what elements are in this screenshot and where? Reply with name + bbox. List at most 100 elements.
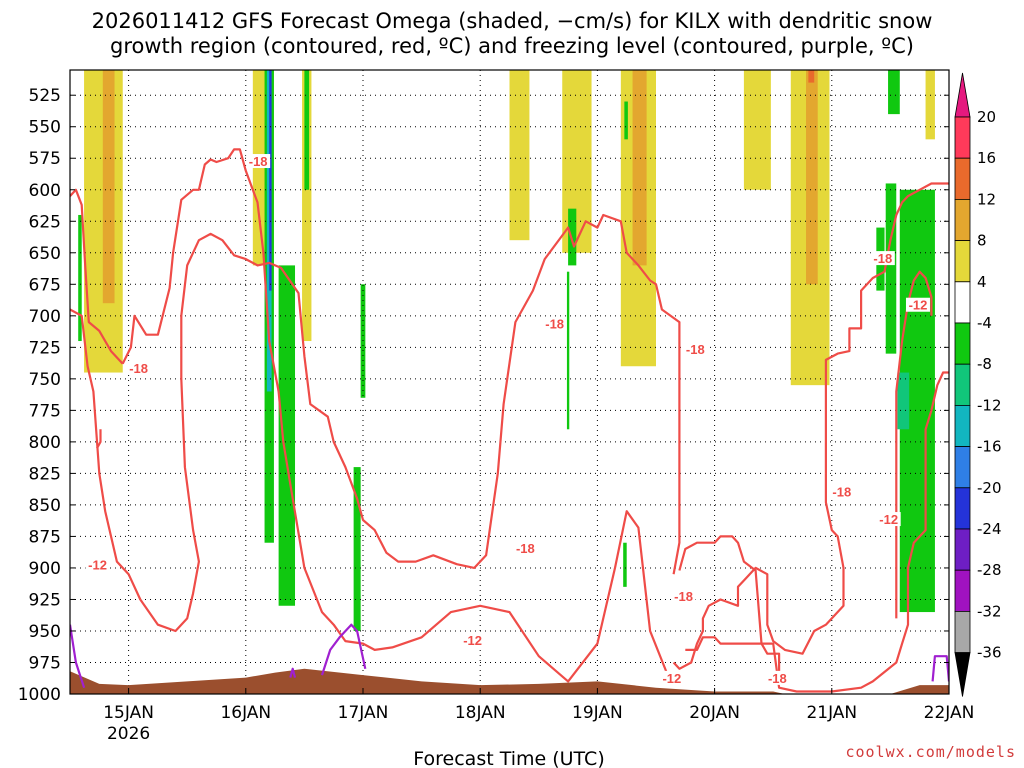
omega-shade-region [808, 70, 815, 83]
y-tick-label: 550 [29, 118, 61, 138]
y-tick-label: 1000 [18, 685, 61, 705]
dgz-contour-line [678, 535, 781, 676]
omega-shade-region [102, 70, 115, 304]
contour-label: -18 [768, 671, 787, 686]
contour-label-bg [513, 541, 538, 556]
x-year-label: 2026 [107, 724, 150, 744]
contour-lines [70, 148, 949, 693]
contour-label: -12 [662, 671, 681, 686]
omega-shade-region [562, 70, 592, 253]
terrain-area [70, 668, 949, 694]
chart-title: 2026011412 GFS Forecast Omega (shaded, −… [92, 9, 933, 58]
colorbar-segment [954, 404, 971, 447]
freezing-level-contour [289, 667, 297, 678]
omega-shade-region [302, 70, 312, 342]
omega-shade-region [897, 372, 910, 430]
x-axis: 15JAN 16JAN 17JAN 18JAN 19JAN 20JAN 21JAN 22JAN [103, 688, 974, 723]
terrain-fill [70, 668, 949, 694]
y-tick-label: 825 [29, 464, 61, 484]
colorbar-segment [954, 157, 971, 200]
colorbar-tick-label: -24 [977, 520, 1002, 538]
x-tick-label: 20JAN [689, 703, 740, 723]
y-tick-label: 900 [29, 559, 61, 579]
colorbar-tick-label: -32 [977, 602, 1002, 620]
omega-shade-region [353, 467, 361, 631]
colorbar-tick-label: -36 [977, 644, 1002, 662]
x-tick-label: 22JAN [924, 703, 975, 723]
colorbar-tick-label: 20 [977, 108, 996, 126]
contour-label: -18 [674, 589, 693, 604]
omega-shade-region [566, 271, 570, 430]
contour-label: -12 [879, 512, 898, 527]
contour-label-bg [905, 297, 930, 312]
omega-shade-region [806, 70, 818, 285]
colorbar-tick-label: -12 [977, 396, 1002, 414]
y-tick-label: 675 [29, 275, 61, 295]
colorbar-segment [954, 363, 971, 406]
dgz-contour-line [70, 213, 681, 633]
contour-label-bg [683, 341, 708, 356]
x-tick-label: 16JAN [220, 703, 271, 723]
y-tick-label: 650 [29, 244, 61, 264]
contour-label: -18 [545, 317, 564, 332]
colorbar-segment [954, 116, 971, 159]
y-tick-label: 725 [29, 338, 61, 358]
contour-label-bg [659, 670, 684, 685]
omega-shade-region [885, 183, 897, 354]
contour-label: -18 [249, 154, 268, 169]
x-tick-label: 15JAN [103, 703, 154, 723]
contour-label: -12 [909, 298, 928, 313]
contour-label-bg [460, 633, 485, 648]
colorbar-bottom-arrow [954, 652, 971, 697]
colorbar-tick-label: 12 [977, 190, 996, 208]
x-tick-label: 18JAN [455, 703, 506, 723]
colorbar-segment [954, 569, 971, 612]
contour-label: -18 [516, 541, 535, 556]
y-tick-label: 700 [29, 307, 61, 327]
contour-label: -18 [873, 251, 892, 266]
plot-border [69, 69, 950, 695]
contour-label-bg [870, 251, 895, 266]
x-tick-label: 21JAN [806, 703, 857, 723]
contour-label-bg [126, 360, 151, 375]
contour-label: -12 [463, 633, 482, 648]
dgz-contour-line [895, 270, 933, 619]
y-tick-label: 875 [29, 527, 61, 547]
y-tick-label: 950 [29, 622, 61, 642]
x-tick-label: 17JAN [338, 703, 389, 723]
contour-label: -18 [129, 361, 148, 376]
colorbar-segment [954, 611, 971, 654]
omega-shade-region [269, 70, 272, 291]
colorbar-segment [954, 198, 971, 241]
colorbar-tick-label: 4 [977, 273, 987, 291]
omega-shade-region [568, 208, 577, 266]
omega-shade-region [304, 70, 310, 190]
colorbar-segment [954, 281, 971, 324]
title-line-1: 2026011412 GFS Forecast Omega (shaded, −… [92, 9, 933, 33]
freezing-level-contour [70, 624, 86, 689]
colorbar-tick-label: -16 [977, 438, 1002, 456]
omega-shade-region [509, 70, 530, 241]
omega-shade-region [624, 101, 628, 140]
title-line-2: growth region (contoured, red, ºC) and f… [110, 34, 914, 58]
omega-shade-region [360, 284, 366, 398]
contour-label-bg [765, 670, 790, 685]
contour-label-bg [876, 512, 901, 527]
x-tick-label: 19JAN [572, 703, 623, 723]
dgz-contour-line [96, 429, 102, 449]
y-tick-label: 600 [29, 181, 61, 201]
contour-label-bg [671, 588, 696, 603]
colorbar-segment [954, 528, 971, 571]
colorbar-tick-label: -20 [977, 479, 1002, 497]
contour-label-bg [246, 154, 271, 169]
contour-label: -18 [686, 342, 705, 357]
omega-shade-region [623, 542, 627, 587]
dgz-contour-line [121, 148, 669, 683]
colorbar-segment [954, 446, 971, 489]
plot-area: -18 -18 -12 -18 -18 -12 -18 -18 -12 -18 -18 -12 -18 -… [69, 69, 950, 695]
contour-label: -18 [832, 484, 851, 499]
y-axis: 525 550 575 600 625 650 675 700 725 750 775 800 825 8… [18, 86, 949, 705]
colorbar-tick-label: 8 [977, 232, 987, 250]
dgz-contour-line [685, 371, 949, 693]
omega-shade-region [925, 70, 935, 140]
